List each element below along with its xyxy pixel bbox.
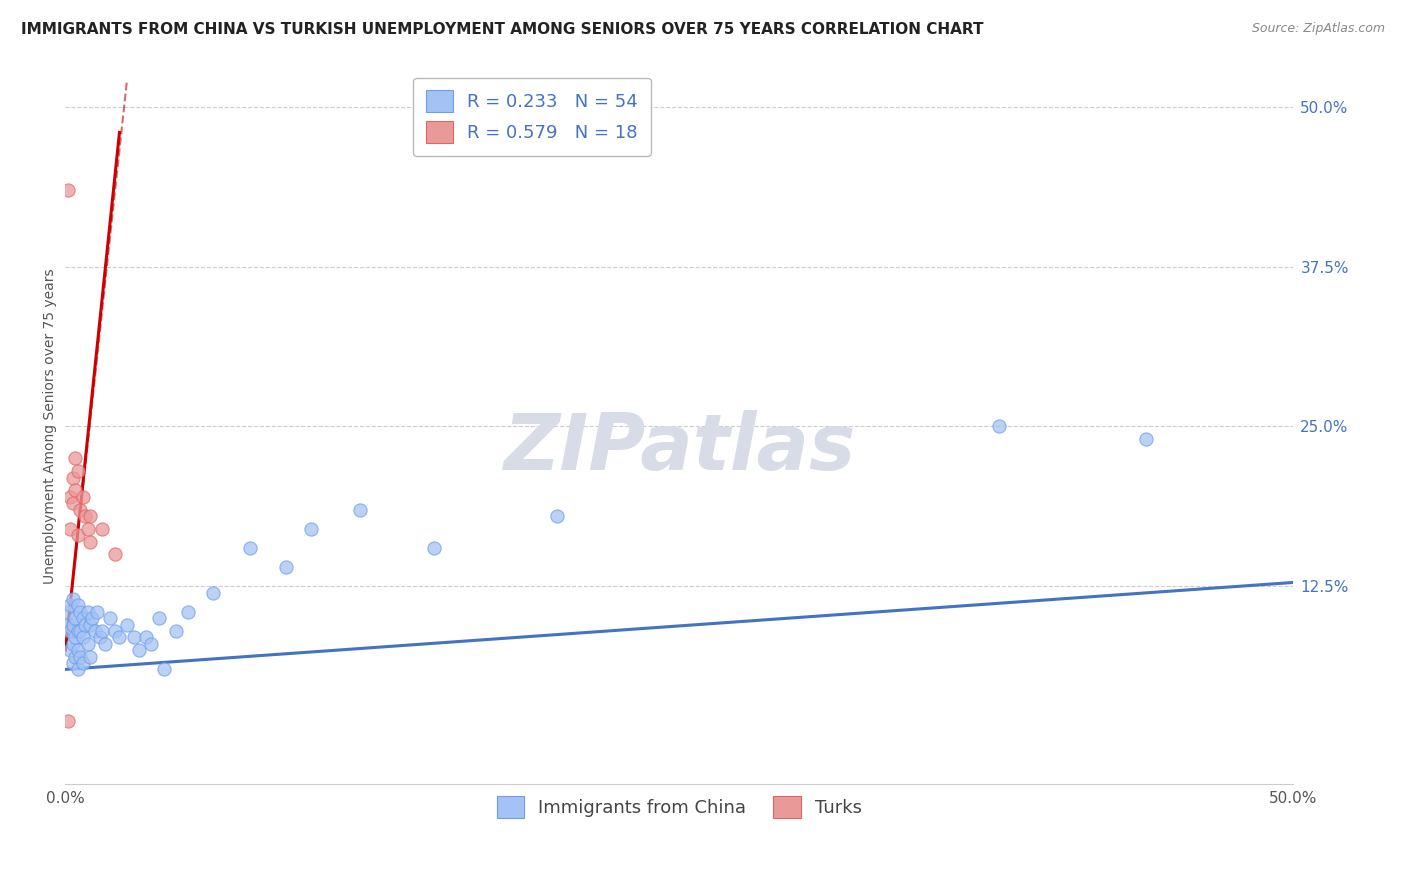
Point — [72, 611, 94, 625]
Text: ZIPatlas: ZIPatlas — [503, 410, 855, 486]
Y-axis label: Unemployment Among Seniors over 75 years: Unemployment Among Seniors over 75 years — [44, 268, 58, 584]
Point — [98, 611, 121, 625]
Point — [59, 522, 82, 536]
Point — [79, 508, 101, 523]
Point — [62, 496, 84, 510]
Point — [62, 470, 84, 484]
Text: Source: ZipAtlas.com: Source: ZipAtlas.com — [1251, 22, 1385, 36]
Point — [69, 649, 91, 664]
Point — [1135, 432, 1157, 446]
Point — [69, 624, 91, 638]
Point — [56, 183, 79, 197]
Point — [239, 541, 262, 555]
Point — [82, 611, 104, 625]
Point — [177, 605, 200, 619]
Point — [65, 451, 87, 466]
Point — [66, 643, 89, 657]
Point — [135, 631, 157, 645]
Point — [103, 624, 125, 638]
Point — [276, 560, 298, 574]
Point — [91, 624, 114, 638]
Point — [59, 490, 82, 504]
Point — [62, 617, 84, 632]
Point — [86, 605, 108, 619]
Point — [89, 631, 111, 645]
Point — [84, 624, 107, 638]
Point — [165, 624, 187, 638]
Point — [299, 522, 322, 536]
Point — [56, 605, 79, 619]
Point — [122, 631, 145, 645]
Point — [108, 631, 131, 645]
Point — [201, 585, 224, 599]
Point — [72, 490, 94, 504]
Point — [65, 483, 87, 498]
Point — [69, 502, 91, 516]
Point — [75, 508, 97, 523]
Point — [79, 534, 101, 549]
Point — [72, 631, 94, 645]
Point — [66, 662, 89, 676]
Point — [59, 624, 82, 638]
Point — [65, 631, 87, 645]
Legend: Immigrants from China, Turks: Immigrants from China, Turks — [489, 789, 869, 825]
Point — [128, 643, 150, 657]
Point — [987, 419, 1010, 434]
Point — [148, 611, 170, 625]
Point — [62, 637, 84, 651]
Point — [423, 541, 446, 555]
Point — [93, 637, 115, 651]
Point — [91, 522, 114, 536]
Point — [59, 643, 82, 657]
Point — [79, 617, 101, 632]
Point — [76, 522, 98, 536]
Point — [66, 528, 89, 542]
Point — [75, 617, 97, 632]
Point — [69, 605, 91, 619]
Point — [65, 649, 87, 664]
Point — [66, 464, 89, 478]
Point — [56, 714, 79, 728]
Point — [115, 617, 138, 632]
Point — [66, 624, 89, 638]
Point — [103, 547, 125, 561]
Point — [76, 605, 98, 619]
Point — [76, 637, 98, 651]
Point — [66, 599, 89, 613]
Point — [79, 649, 101, 664]
Point — [72, 656, 94, 670]
Point — [56, 617, 79, 632]
Point — [546, 508, 568, 523]
Point — [141, 637, 163, 651]
Point — [152, 662, 174, 676]
Point — [65, 611, 87, 625]
Point — [349, 502, 371, 516]
Point — [62, 656, 84, 670]
Point — [62, 592, 84, 607]
Point — [59, 599, 82, 613]
Text: IMMIGRANTS FROM CHINA VS TURKISH UNEMPLOYMENT AMONG SENIORS OVER 75 YEARS CORREL: IMMIGRANTS FROM CHINA VS TURKISH UNEMPLO… — [21, 22, 984, 37]
